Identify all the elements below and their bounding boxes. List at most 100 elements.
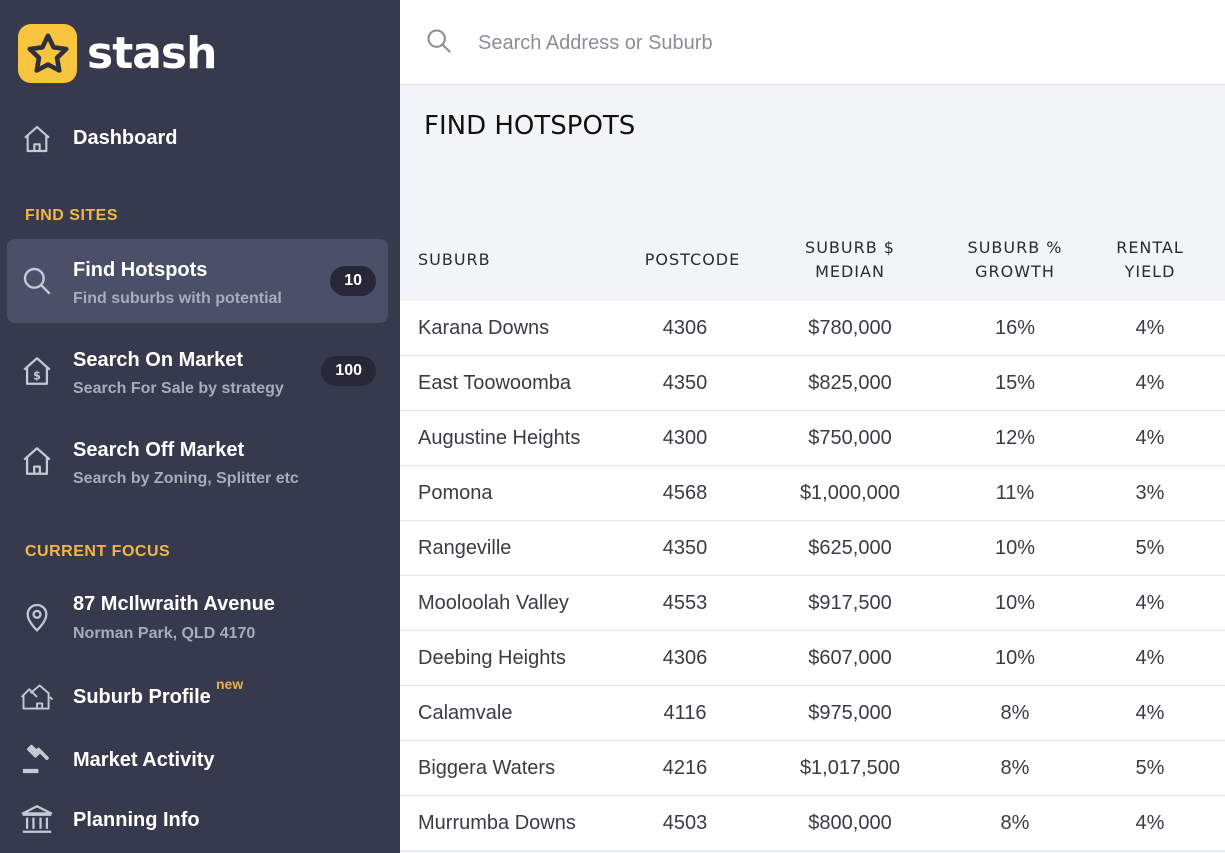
sidebar-item-label: Suburb Profile [73, 686, 211, 708]
houses-icon [19, 679, 55, 715]
cell-median: $825,000 [808, 372, 892, 394]
cell-growth: 15% [994, 372, 1036, 394]
cell-growth: 8% [1000, 702, 1030, 724]
table-row[interactable]: Rangeville 4350 $625,000 10% 5% [400, 521, 1225, 576]
logo[interactable]: stash [18, 24, 217, 83]
cell-suburb: Rangeville [418, 537, 512, 559]
sidebar-item-label: Market Activity [73, 749, 215, 771]
count-badge: 10 [330, 266, 376, 296]
current-focus-address[interactable]: 87 McIlwraith Avenue Norman Park, QLD 41… [7, 575, 388, 659]
cell-suburb: Murrumba Downs [418, 812, 576, 834]
column-header-line: SUBURB $ [805, 238, 895, 257]
cell-postcode: 4116 [663, 702, 707, 724]
cell-yield: 5% [1135, 537, 1165, 559]
cell-postcode: 4300 [662, 427, 708, 449]
cell-yield: 4% [1135, 812, 1165, 834]
cell-median: $750,000 [808, 427, 892, 449]
cell-yield: 4% [1135, 647, 1165, 669]
cell-yield: 3% [1135, 482, 1165, 504]
sidebar-item-market-activity[interactable]: Market Activity [7, 733, 388, 785]
cell-yield: 4% [1135, 702, 1165, 724]
cell-suburb: Deebing Heights [418, 647, 566, 669]
cell-postcode: 4306 [662, 317, 708, 339]
section-label-find-sites: FIND SITES [25, 207, 119, 224]
home-icon [19, 121, 55, 157]
table-row[interactable]: Calamvale 4116 $975,000 8% 4% [400, 686, 1225, 741]
sidebar-item-suburb-profile[interactable]: Suburb Profile new [7, 670, 388, 722]
column-header-suburb[interactable]: SUBURB [418, 250, 491, 269]
sidebar: stash Dashboard FIND SITES Find Hotspots… [0, 0, 400, 853]
cell-growth: 10% [994, 647, 1036, 669]
table-row[interactable]: Mooloolah Valley 4553 $917,500 10% 4% [400, 576, 1225, 631]
cell-yield: 4% [1135, 427, 1165, 449]
column-header-yield[interactable]: RENTAL YIELD [1090, 236, 1210, 284]
sidebar-item-label: Dashboard [73, 127, 178, 149]
cell-postcode: 4350 [662, 537, 708, 559]
table-row[interactable]: Pomona 4568 $1,000,000 11% 3% [400, 466, 1225, 521]
cell-growth: 11% [995, 482, 1035, 504]
cell-suburb: Calamvale [418, 702, 513, 724]
table-row[interactable]: Biggera Waters 4216 $1,017,500 8% 5% [400, 741, 1225, 796]
cell-suburb: East Toowoomba [418, 372, 572, 394]
location-pin-icon [19, 599, 55, 635]
cell-median: $975,000 [808, 702, 892, 724]
search-icon[interactable] [425, 27, 453, 60]
column-header-line: YIELD [1124, 262, 1176, 281]
cell-growth: 10% [994, 537, 1036, 559]
column-header-line: SUBURB % [967, 238, 1063, 257]
cell-growth: 8% [1000, 757, 1030, 779]
table-row[interactable]: East Toowoomba 4350 $825,000 15% 4% [400, 356, 1225, 411]
count-badge: 100 [321, 356, 376, 386]
cell-growth: 10% [994, 592, 1036, 614]
column-header-line: GROWTH [975, 262, 1055, 281]
cell-median: $780,000 [808, 317, 892, 339]
sidebar-item-planning-info[interactable]: Planning Info [7, 793, 388, 845]
new-badge: new [216, 676, 244, 692]
cell-median: $1,017,500 [799, 757, 901, 779]
app-name: stash [87, 28, 217, 79]
cell-median: $1,000,000 [799, 482, 901, 504]
cell-suburb: Pomona [418, 482, 493, 504]
table-row[interactable]: Deebing Heights 4306 $607,000 10% 4% [400, 631, 1225, 686]
page-title: FIND HOTSPOTS [424, 111, 636, 141]
sidebar-item-title: Find Hotspots [73, 259, 208, 281]
search-bar [400, 0, 1225, 85]
sidebar-item-dashboard[interactable]: Dashboard [7, 113, 388, 165]
table-header: SUBURB POSTCODE SUBURB $ MEDIAN SUBURB %… [400, 223, 1225, 301]
column-header-growth[interactable]: SUBURB % GROWTH [955, 236, 1075, 284]
search-icon [19, 263, 55, 299]
cell-suburb: Karana Downs [418, 317, 550, 339]
cell-yield: 4% [1135, 317, 1165, 339]
search-input[interactable] [478, 27, 1078, 59]
section-label-current-focus: CURRENT FOCUS [25, 543, 171, 560]
cell-yield: 4% [1135, 592, 1165, 614]
cell-yield: 5% [1135, 757, 1165, 779]
sidebar-item-subtitle: Search by Zoning, Splitter etc [73, 470, 299, 487]
cell-suburb: Augustine Heights [418, 427, 581, 449]
star-icon [18, 24, 77, 83]
sidebar-item-search-off-market[interactable]: Search Off Market Search by Zoning, Spli… [7, 419, 388, 503]
cell-median: $800,000 [808, 812, 892, 834]
svg-text:$: $ [33, 369, 41, 383]
column-header-median[interactable]: SUBURB $ MEDIAN [780, 236, 920, 284]
cell-postcode: 4568 [662, 482, 708, 504]
sidebar-item-title: Search On Market [73, 349, 244, 371]
column-header-postcode[interactable]: POSTCODE [644, 250, 741, 269]
focus-address-subtitle: Norman Park, QLD 4170 [73, 625, 256, 642]
cell-postcode: 4503 [662, 812, 708, 834]
cell-suburb: Biggera Waters [418, 757, 556, 779]
table-row[interactable]: Murrumba Downs 4503 $800,000 8% 4% [400, 796, 1225, 851]
sidebar-item-find-hotspots[interactable]: Find Hotspots Find suburbs with potentia… [7, 239, 388, 323]
cell-median: $917,500 [808, 592, 892, 614]
cell-postcode: 4216 [662, 757, 708, 779]
cell-postcode: 4553 [662, 592, 708, 614]
column-header-line: RENTAL [1116, 238, 1184, 257]
home-icon [19, 443, 55, 479]
table-row[interactable]: Karana Downs 4306 $780,000 16% 4% [400, 301, 1225, 356]
cell-growth: 16% [994, 317, 1036, 339]
cell-suburb: Mooloolah Valley [418, 592, 569, 614]
sidebar-item-title: Search Off Market [73, 439, 245, 461]
table-row[interactable]: Augustine Heights 4300 $750,000 12% 4% [400, 411, 1225, 466]
cell-yield: 4% [1135, 372, 1165, 394]
sidebar-item-search-on-market[interactable]: $ Search On Market Search For Sale by st… [7, 329, 388, 413]
